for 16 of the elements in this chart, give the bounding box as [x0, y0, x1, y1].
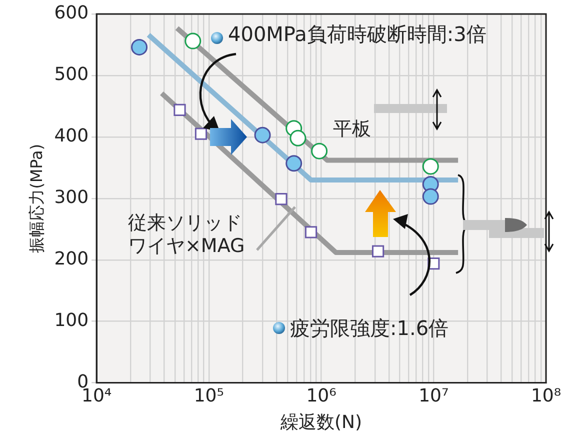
series-label: 従来ソリッドワイヤ×MAG [128, 212, 246, 258]
x-tick-label: 10⁵ [194, 385, 224, 406]
series-label: 平板 [333, 118, 371, 141]
annotation: 400MPa負荷時破断時間:3倍 [228, 22, 486, 46]
x-axis-title: 繰返数(N) [280, 412, 362, 433]
y-tick-label: 500 [54, 64, 89, 86]
x-tick-label: 10⁶ [306, 385, 336, 406]
y-tick-label: 300 [54, 187, 89, 208]
x-tick-label: 10⁷ [418, 385, 449, 406]
y-tick-label: 100 [54, 310, 89, 332]
y-tick-label: 200 [54, 248, 89, 270]
annotation: 疲労限強度:1.6倍 [290, 316, 449, 340]
y-tick-label: 600 [54, 2, 89, 24]
y-axis-title: 振幅応力(MPa) [26, 144, 46, 253]
y-tick-label: 400 [54, 126, 89, 147]
x-tick-label: 10⁸ [530, 385, 562, 406]
